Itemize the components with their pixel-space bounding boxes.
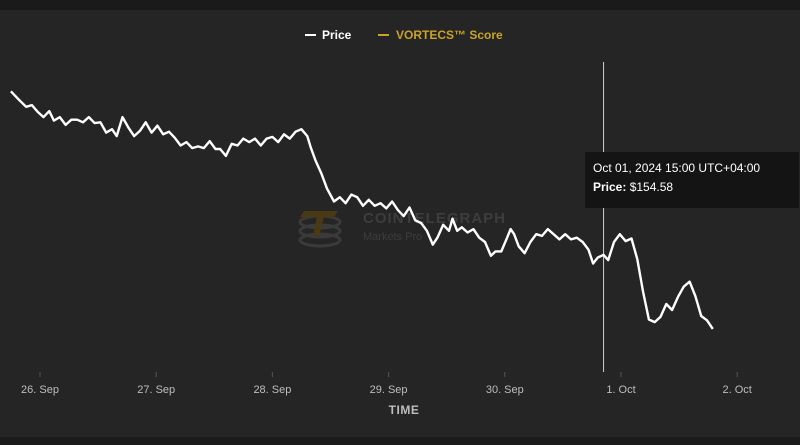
x-tick-label: 27. Sep	[137, 384, 175, 396]
legend[interactable]: Price VORTECS™ Score	[305, 28, 503, 42]
tooltip-time: Oct 01, 2024 15:00 UTC+04:00	[593, 161, 761, 175]
x-tick-label: 1. Oct	[606, 384, 635, 396]
x-axis: 26. Sep 27. Sep 28. Sep 29. Sep 30. Sep 1. Oc…	[21, 372, 752, 396]
watermark-brand: COINTELEGRAPH	[363, 210, 506, 227]
x-tick-label: 26. Sep	[21, 384, 59, 396]
watermark-sub: Markets Pro	[363, 231, 422, 243]
x-axis-title: TIME	[389, 403, 420, 417]
cointelegraph-logo-icon	[298, 211, 342, 248]
x-tick-label: 30. Sep	[486, 384, 524, 396]
tooltip: Oct 01, 2024 15:00 UTC+04:00 Price: $154…	[585, 152, 799, 208]
legend-item-vortecs-score[interactable]: VORTECS™ Score	[378, 28, 503, 42]
watermark: COINTELEGRAPH Markets Pro	[298, 210, 506, 248]
tooltip-price-row: Price: $154.58	[593, 178, 791, 197]
x-tick-label: 29. Sep	[370, 384, 408, 396]
legend-item-price[interactable]: Price	[305, 28, 352, 42]
tooltip-price-value: $154.58	[629, 180, 674, 194]
legend-label-price: Price	[322, 28, 352, 42]
legend-label-vortecs-score: VORTECS™ Score	[396, 28, 503, 42]
x-tick-label: 2. Oct	[723, 384, 752, 396]
price-series-line[interactable]	[10, 90, 714, 330]
tooltip-price-label: Price:	[593, 180, 627, 194]
x-tick-label: 28. Sep	[253, 384, 291, 396]
